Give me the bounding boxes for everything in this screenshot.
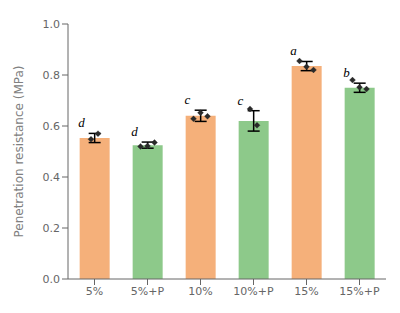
svg-text:5%+P: 5%+P xyxy=(131,285,165,298)
svg-text:Penetration resistance (MPa): Penetration resistance (MPa) xyxy=(12,65,26,237)
svg-text:c: c xyxy=(185,92,191,107)
svg-text:d: d xyxy=(131,124,138,139)
svg-text:d: d xyxy=(78,115,85,130)
svg-text:0.2: 0.2 xyxy=(43,222,61,235)
svg-text:b: b xyxy=(343,65,350,80)
svg-text:0.8: 0.8 xyxy=(43,69,61,82)
svg-text:a: a xyxy=(290,43,297,58)
svg-text:0.6: 0.6 xyxy=(43,120,61,133)
svg-text:5%: 5% xyxy=(86,285,103,298)
svg-text:10%: 10% xyxy=(188,285,212,298)
svg-text:c: c xyxy=(238,93,244,108)
svg-text:15%: 15% xyxy=(294,285,318,298)
svg-text:0.0: 0.0 xyxy=(43,273,61,286)
svg-text:1.0: 1.0 xyxy=(43,18,61,31)
svg-text:10%+P: 10%+P xyxy=(233,285,274,298)
svg-text:15%+P: 15%+P xyxy=(339,285,380,298)
svg-text:0.4: 0.4 xyxy=(43,171,61,184)
